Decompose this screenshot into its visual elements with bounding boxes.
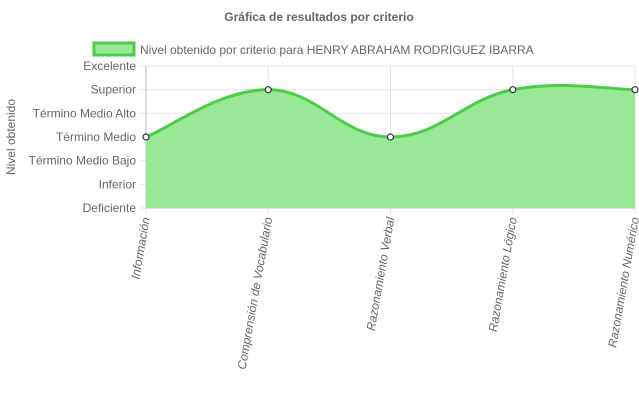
y-axis-label: Nivel obtenido — [4, 99, 18, 175]
data-point[interactable] — [631, 86, 639, 94]
x-tick-labels: Información Comprensión de Vocabulario Raz… — [128, 216, 639, 371]
x-tick-label: Razonamiento Lógico — [486, 216, 520, 333]
x-tick-label: Razonamiento Numérico — [605, 216, 639, 349]
y-tick-label: Término Medio Alto — [33, 106, 137, 120]
x-tick-label: Comprensión de Vocabulario — [235, 216, 276, 371]
y-tick-label: Término Medio Bajo — [29, 154, 137, 168]
data-point[interactable] — [509, 86, 517, 94]
x-tick-label: Razonamiento Verbal — [364, 216, 398, 332]
y-tick-label: Deficiente — [83, 201, 137, 215]
y-tick-label: Término Medio — [56, 130, 136, 144]
y-tick-labels: Deficiente Inferior Término Medio Bajo Térm… — [29, 59, 137, 215]
data-point[interactable] — [386, 133, 395, 141]
x-tick-label: Información — [128, 216, 153, 280]
legend[interactable]: Nivel obtenido por criterio para HENRY A… — [92, 41, 534, 57]
y-tick-label: Inferior — [99, 177, 136, 191]
data-point[interactable] — [142, 133, 150, 141]
data-point[interactable] — [264, 86, 272, 94]
y-tick-label: Superior — [91, 83, 136, 97]
legend-label: Nivel obtenido por criterio para HENRY A… — [140, 43, 534, 57]
y-tick-label: Excelente — [83, 59, 136, 73]
series-area — [146, 85, 635, 208]
chart-title: Gráfica de resultados por criterio — [224, 10, 413, 24]
data-points[interactable] — [142, 86, 639, 141]
legend-swatch — [92, 41, 136, 57]
